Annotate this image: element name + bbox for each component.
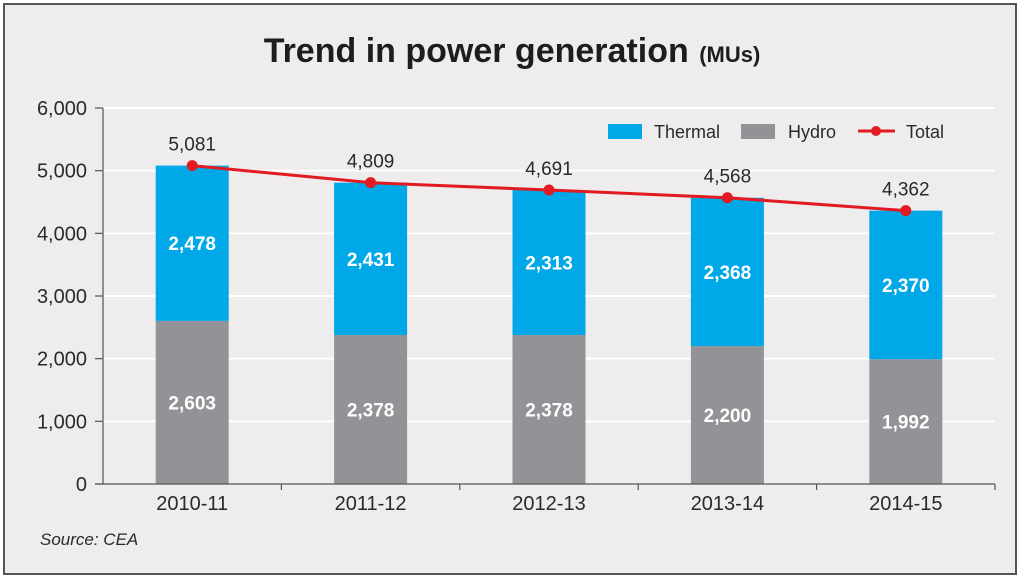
data-label-total: 4,568 — [704, 167, 752, 188]
data-label-thermal: 2,370 — [882, 276, 930, 297]
x-tick-label: 2010-11 — [156, 493, 228, 515]
bar-thermal — [512, 190, 586, 335]
data-label-thermal: 2,431 — [347, 250, 395, 271]
legend-thermal-swatch — [608, 124, 642, 139]
data-label-hydro: 2,378 — [347, 400, 395, 421]
legend-thermal-label: Thermal — [654, 122, 720, 142]
legend-total-label: Total — [906, 122, 944, 142]
bar-thermal — [155, 165, 229, 321]
bar-thermal — [690, 197, 764, 347]
y-tick-label: 6,000 — [37, 98, 87, 120]
bar-hydro — [690, 346, 764, 484]
bar-thermal — [869, 210, 943, 360]
y-tick-label: 4,000 — [37, 223, 87, 245]
y-tick-label: 1,000 — [37, 411, 87, 433]
legend-total-marker — [871, 126, 881, 136]
legend-hydro-label: Hydro — [788, 122, 836, 142]
x-tick-label: 2011-12 — [335, 493, 407, 515]
x-tick-label: 2014-15 — [869, 493, 942, 515]
data-label-thermal: 2,368 — [704, 263, 752, 284]
data-label-hydro: 2,603 — [168, 393, 216, 414]
data-label-thermal: 2,313 — [525, 254, 573, 275]
legend-hydro-swatch — [741, 124, 775, 139]
data-label-hydro: 2,378 — [525, 400, 573, 421]
source-note: Source: CEA — [40, 530, 138, 549]
total-point — [365, 177, 377, 189]
bar-hydro — [512, 334, 586, 484]
bar-hydro — [155, 320, 229, 484]
bars — [155, 165, 943, 484]
y-tick-label: 0 — [76, 474, 87, 496]
data-label-total: 4,362 — [882, 180, 930, 201]
data-label-thermal: 2,478 — [168, 234, 216, 255]
total-point — [543, 184, 555, 196]
chart-title-main: Trend in power generation — [264, 32, 689, 70]
data-label-total: 4,809 — [347, 152, 395, 173]
bar-hydro — [869, 359, 943, 484]
total-point — [186, 160, 198, 172]
x-tick-label: 2012-13 — [512, 493, 585, 515]
chart-title-unit: (MUs) — [699, 42, 760, 67]
data-label-total: 4,691 — [525, 159, 573, 180]
data-labels: 2,603 2,478 2,378 2,431 2,378 2,313 2,200 2,368… — [168, 135, 929, 434]
data-label-hydro: 1,992 — [882, 413, 930, 434]
chart-title: Trend in power generation (MUs) — [264, 32, 761, 70]
y-tick-label: 5,000 — [37, 161, 87, 183]
y-tick-label: 3,000 — [37, 286, 87, 308]
bar-hydro — [334, 334, 408, 484]
x-tick-label: 2013-14 — [691, 493, 764, 515]
axes: 0 1,000 2,000 3,000 4,000 5,000 6,000 2010-11 20… — [37, 98, 996, 515]
total-point — [900, 205, 912, 217]
legend: Thermal Hydro Total — [608, 122, 944, 142]
data-label-hydro: 2,200 — [704, 406, 752, 427]
bar-thermal — [334, 182, 408, 335]
y-tick-label: 2,000 — [37, 349, 87, 371]
total-point — [721, 192, 733, 204]
data-label-total: 5,081 — [168, 135, 216, 156]
total-line — [186, 160, 912, 217]
